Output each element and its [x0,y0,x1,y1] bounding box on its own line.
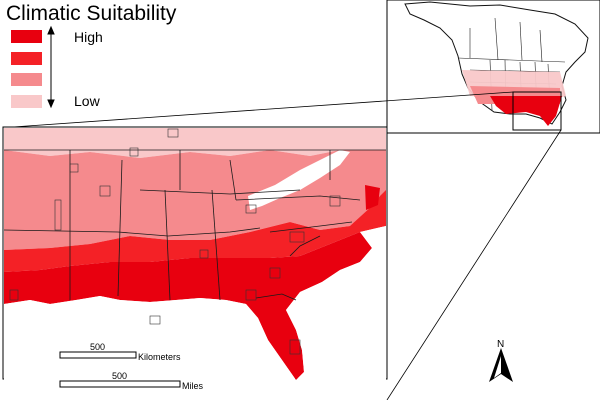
scalebar-km-unit: Kilometers [138,352,181,362]
legend-swatch-mid-low [11,73,42,86]
inset-high-zone [490,96,562,126]
scalebar-km-value: 500 [90,342,106,352]
zoom-lines [12,91,562,400]
inset-map [386,0,600,134]
legend-swatch-high [11,30,42,43]
main-map [2,126,388,380]
scalebar-mi-value: 500 [112,371,128,381]
zone-mid-high [4,190,386,272]
scalebar-km [59,351,137,359]
north-arrow-icon [489,348,513,382]
scalebar-mi [59,380,181,388]
zone-low [4,128,386,158]
legend-title: Climatic Suitability [6,2,177,25]
legend-swatch-mid-high [11,52,42,65]
zone-unsuitable [248,150,350,210]
zone-mid-low [4,150,386,250]
legend-gradient-arrow-icon [47,25,55,109]
atlantic-ocean [286,226,386,380]
legend-swatch-low [11,95,42,108]
scalebar-mi-unit: Miles [182,381,204,391]
legend-high-label: High [74,29,103,45]
legend-low-label: Low [74,93,100,109]
state-borders [3,149,386,301]
hatch-marks [9,128,341,355]
north-arrow-label: N [497,339,505,350]
gulf-of-mexico [4,296,296,380]
inset-extent-box [512,91,562,131]
